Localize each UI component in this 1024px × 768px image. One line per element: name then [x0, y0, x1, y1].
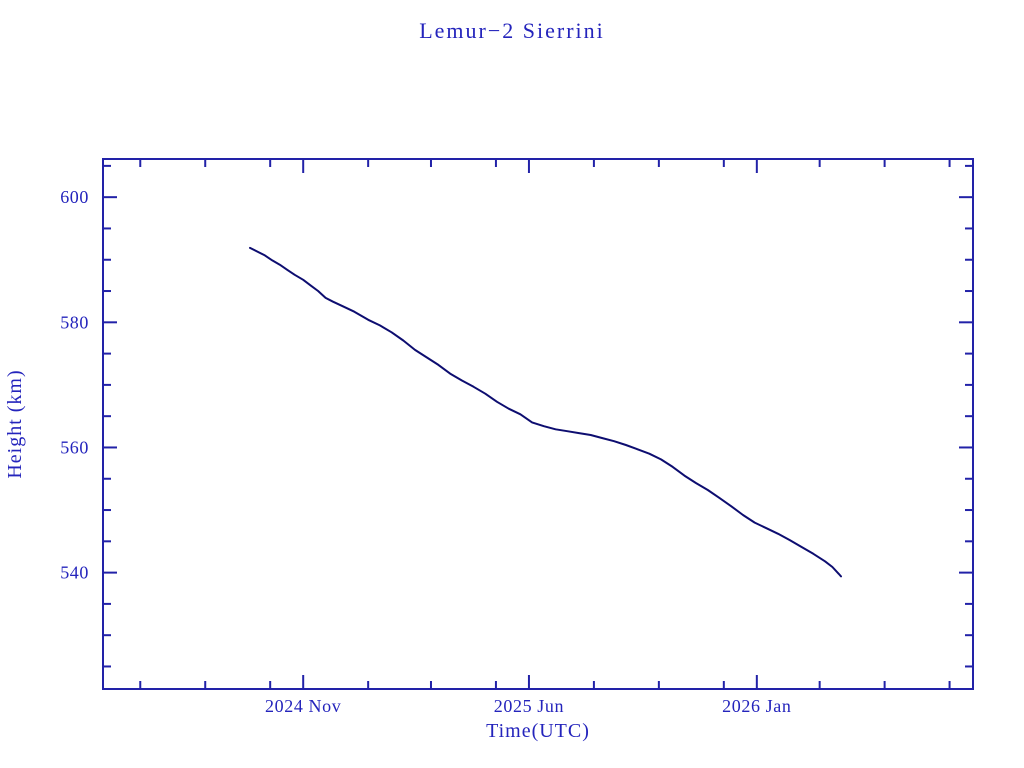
y-tick-label: 560 — [60, 437, 89, 457]
y-tick-label: 600 — [60, 187, 89, 207]
y-tick-label: 540 — [60, 563, 89, 583]
height-data-line — [249, 246, 842, 578]
y-tick-label: 580 — [60, 312, 89, 332]
plot-frame — [102, 158, 974, 690]
plot-area: 600 580 560 540 2024 Nov 2025 Jun 2026 Jan — [60, 158, 974, 716]
y-axis-label: Height (km) — [4, 369, 26, 478]
x-tick-label: 2026 Jan — [722, 696, 791, 716]
chart-title: Lemur−2 Sierrini — [419, 18, 605, 43]
x-tick-label: 2025 Jun — [494, 696, 564, 716]
x-axis-label: Time(UTC) — [486, 720, 590, 742]
x-tick-label: 2024 Nov — [265, 696, 341, 716]
